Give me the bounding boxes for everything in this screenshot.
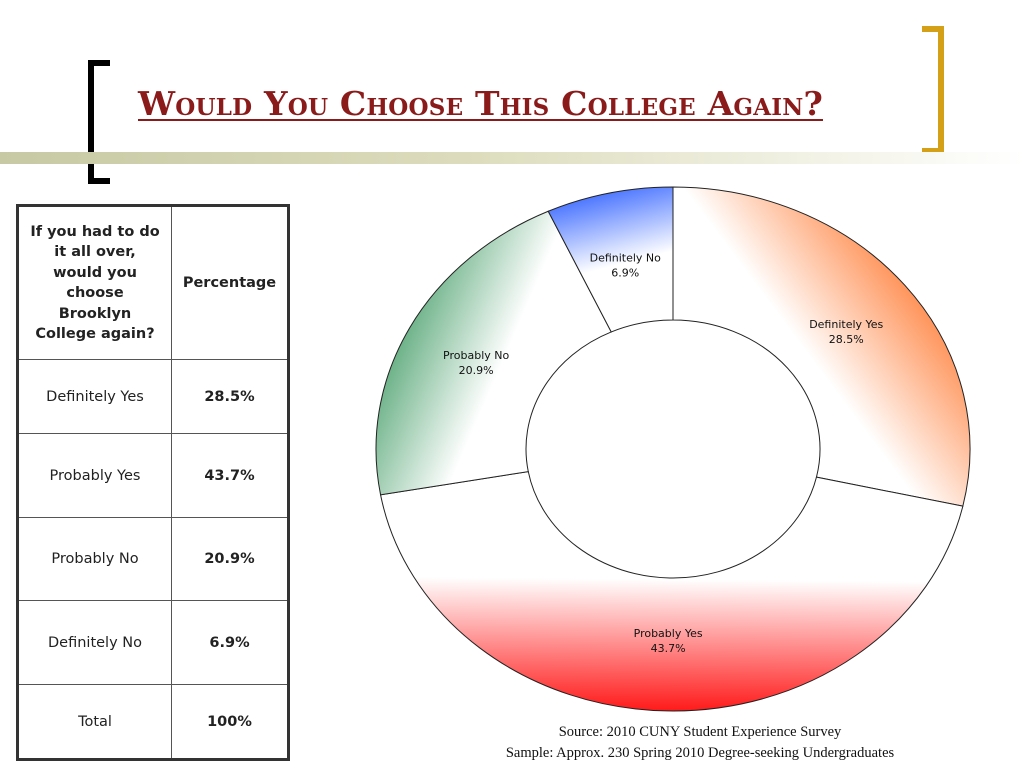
page-title: Would You Choose This College Again?	[138, 84, 823, 123]
title-underline-band	[0, 152, 1024, 164]
row-label: Probably No	[17, 517, 172, 601]
table-row: Probably No 20.9%	[17, 517, 289, 601]
percentage-header: Percentage	[171, 205, 289, 360]
table-row: Definitely No 6.9%	[17, 600, 289, 685]
row-value: 43.7%	[171, 433, 289, 518]
donut-labels: Definitely Yes 28.5% Probably Yes 43.7% Prob…	[443, 251, 884, 655]
table-row: Probably Yes 43.7%	[17, 433, 289, 518]
row-value: 6.9%	[171, 600, 289, 685]
row-value: 20.9%	[171, 517, 289, 601]
table-row-total: Total 100%	[17, 684, 289, 760]
results-table: If you had to do it all over, would you …	[16, 204, 290, 761]
donut-chart: Definitely Yes 28.5% Probably Yes 43.7% Prob…	[375, 186, 971, 712]
total-value: 100%	[171, 684, 289, 760]
question-header: If you had to do it all over, would you …	[17, 205, 172, 360]
slice-probably-yes	[379, 471, 964, 712]
slice-label-definitely-no: Definitely No 6.9%	[590, 251, 662, 279]
row-label: Definitely Yes	[17, 359, 172, 434]
slice-definitely-yes	[672, 186, 971, 507]
source-note: Source: 2010 CUNY Student Experience Sur…	[558, 724, 842, 740]
right-bracket-decoration	[922, 26, 944, 154]
table-header-row: If you had to do it all over, would you …	[17, 205, 289, 360]
total-label: Total	[17, 684, 172, 760]
left-bracket-decoration	[88, 60, 110, 184]
slice-label-probably-no: Probably No 20.9%	[443, 349, 509, 377]
table-row: Definitely Yes 28.5%	[17, 359, 289, 434]
slice-label-definitely-yes: Definitely Yes 28.5%	[809, 318, 883, 346]
row-label: Definitely No	[17, 600, 172, 685]
row-value: 28.5%	[171, 359, 289, 434]
row-label: Probably Yes	[17, 433, 172, 518]
sample-note: Sample: Approx. 230 Spring 2010 Degree-s…	[505, 745, 895, 761]
slice-label-probably-yes: Probably Yes 43.7%	[634, 627, 703, 655]
slice-definitely-no	[547, 186, 674, 333]
donut-slices	[375, 186, 971, 712]
slice-probably-no	[375, 210, 612, 496]
